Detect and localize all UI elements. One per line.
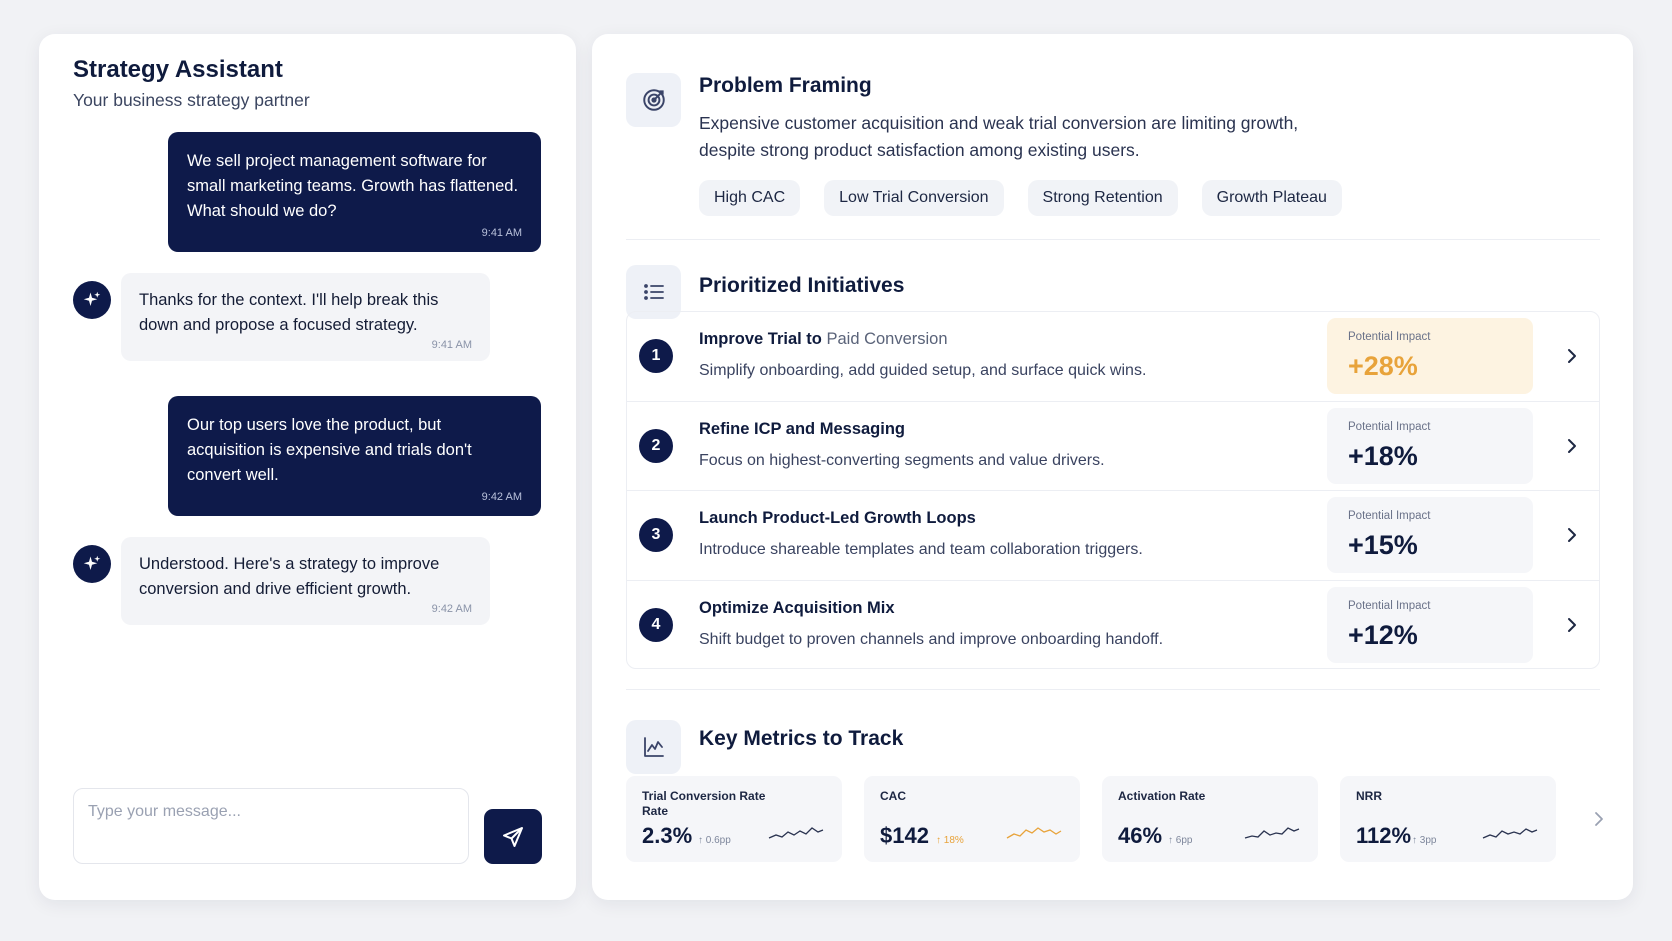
impact-card: Potential Impact +18% bbox=[1327, 407, 1533, 484]
initiatives-title: Prioritized Initiatives bbox=[699, 274, 905, 297]
impact-card: Potential Impact +28% bbox=[1327, 318, 1533, 394]
send-icon bbox=[503, 826, 523, 847]
problem-tags: High CAC Low Trial Conversion Strong Ret… bbox=[699, 180, 1342, 216]
impact-label: Potential Impact bbox=[1348, 331, 1431, 343]
message-text: Thanks for the context. I'll help break … bbox=[139, 291, 439, 334]
user-message: We sell project management software for … bbox=[168, 132, 541, 252]
metric-card: Activation Rate 46% ↑ 6pp bbox=[1102, 776, 1318, 862]
sparkline-icon bbox=[1244, 827, 1300, 839]
impact-label: Potential Impact bbox=[1348, 420, 1431, 433]
chevron-right-icon[interactable] bbox=[1565, 615, 1579, 635]
initiative-row[interactable]: 4 Optimize Acquisition Mix Shift budget … bbox=[627, 581, 1599, 669]
tag-chip: Growth Plateau bbox=[1201, 180, 1342, 216]
impact-card: Potential Impact +12% bbox=[1327, 586, 1533, 663]
chart-icon bbox=[626, 720, 681, 774]
chevron-right-icon[interactable] bbox=[1592, 809, 1606, 829]
chat-subtitle: Your business strategy partner bbox=[73, 90, 310, 110]
chevron-right-icon[interactable] bbox=[1565, 525, 1579, 545]
problem-framing-text: Expensive customer acquisition and weak … bbox=[699, 113, 1299, 160]
metric-delta: ↑ 0.6pp bbox=[698, 835, 731, 846]
metric-label: Trial Conversion Rate Rate bbox=[642, 789, 766, 818]
divider bbox=[626, 239, 1600, 240]
initiative-row[interactable]: 2 Refine ICP and Messaging Focus on high… bbox=[627, 402, 1599, 491]
tag-chip: Low Trial Conversion bbox=[824, 180, 1004, 216]
assistant-bubble: Thanks for the context. I'll help break … bbox=[121, 273, 490, 361]
metrics-title: Key Metrics to Track bbox=[699, 727, 904, 750]
initiative-number: 4 bbox=[639, 607, 673, 642]
metric-card: CAC $142 ↑ 18% bbox=[864, 776, 1080, 862]
message-time: 9:42 AM bbox=[481, 491, 522, 503]
metric-value: $142 bbox=[880, 823, 929, 848]
initiative-description: Introduce shareable templates and team c… bbox=[699, 541, 1143, 558]
problem-framing-title: Problem Framing bbox=[699, 74, 872, 97]
initiative-description: Shift budget to proven channels and impr… bbox=[699, 630, 1164, 648]
metric-card: NRR 112% ↑ 3pp bbox=[1340, 776, 1556, 862]
sparkle-icon bbox=[73, 281, 111, 319]
initiatives-list: 1 Improve Trial to Paid Conversion Simpl… bbox=[626, 311, 1600, 669]
initiative-row[interactable]: 3 Launch Product-Led Growth Loops Introd… bbox=[627, 491, 1599, 581]
initiative-description: Simplify onboarding, add guided setup, a… bbox=[699, 362, 1147, 379]
impact-value: +12% bbox=[1348, 619, 1418, 650]
chevron-right-icon[interactable] bbox=[1565, 346, 1579, 366]
user-message: Our top users love the product, but acqu… bbox=[168, 396, 541, 516]
tag-chip: High CAC bbox=[699, 180, 801, 216]
initiative-description: Focus on highest-converting segments and… bbox=[699, 451, 1105, 469]
message-text: We sell project management software for … bbox=[187, 152, 519, 220]
metric-label: CAC bbox=[880, 789, 906, 803]
chevron-right-icon[interactable] bbox=[1565, 436, 1579, 456]
impact-card: Potential Impact +15% bbox=[1327, 497, 1533, 573]
message-time: 9:41 AM bbox=[481, 227, 522, 239]
initiative-row[interactable]: 1 Improve Trial to Paid Conversion Simpl… bbox=[627, 312, 1599, 402]
divider bbox=[626, 689, 1600, 690]
sparkline-icon bbox=[768, 827, 824, 839]
message-text: Understood. Here's a strategy to improve… bbox=[139, 555, 440, 598]
impact-value: +18% bbox=[1348, 440, 1418, 471]
impact-label: Potential Impact bbox=[1348, 510, 1431, 522]
chat-title: Strategy Assistant bbox=[73, 56, 283, 83]
impact-value: +28% bbox=[1348, 351, 1418, 381]
metric-card: Trial Conversion Rate Rate 2.3% ↑ 0.6pp bbox=[626, 776, 842, 862]
initiative-number: 1 bbox=[639, 339, 673, 373]
message-text: Our top users love the product, but acqu… bbox=[187, 416, 472, 484]
send-button[interactable] bbox=[484, 809, 542, 864]
metric-delta: ↑ 3pp bbox=[1412, 835, 1437, 846]
sparkline-icon bbox=[1006, 827, 1062, 839]
metric-delta: ↑ 18% bbox=[936, 835, 964, 846]
sparkline-icon bbox=[1482, 828, 1538, 839]
tag-chip: Strong Retention bbox=[1027, 180, 1178, 216]
metric-value: 112% bbox=[1356, 823, 1412, 848]
message-time: 9:42 AM bbox=[431, 603, 472, 615]
sparkle-icon bbox=[73, 545, 111, 583]
metric-delta: ↑ 6pp bbox=[1168, 835, 1193, 846]
initiative-title: Refine ICP and Messaging bbox=[699, 419, 905, 438]
metric-label: NRR bbox=[1356, 789, 1382, 803]
chat-panel: Strategy Assistant Your business strateg… bbox=[39, 34, 576, 900]
impact-label: Potential Impact bbox=[1348, 599, 1431, 612]
initiative-title: Launch Product-Led Growth Loops bbox=[699, 509, 976, 527]
strategy-panel: Problem Framing Expensive customer acqui… bbox=[592, 34, 1633, 900]
initiative-number: 2 bbox=[639, 428, 673, 463]
assistant-bubble: Understood. Here's a strategy to improve… bbox=[121, 537, 490, 625]
message-input[interactable] bbox=[73, 788, 469, 864]
initiative-title: Optimize Acquisition Mix bbox=[699, 598, 895, 617]
metric-value: 46% bbox=[1118, 823, 1163, 848]
message-time: 9:41 AM bbox=[431, 339, 472, 351]
metric-value: 2.3% bbox=[642, 823, 693, 848]
list-icon bbox=[626, 265, 681, 319]
metric-label: Activation Rate bbox=[1118, 789, 1206, 803]
impact-value: +15% bbox=[1348, 530, 1418, 560]
initiative-number: 3 bbox=[639, 518, 673, 552]
target-icon bbox=[626, 73, 681, 127]
metrics-row: Trial Conversion Rate Rate 2.3% ↑ 0.6pp … bbox=[626, 776, 1556, 862]
initiative-title: Improve Trial to Paid Conversion bbox=[699, 330, 948, 348]
